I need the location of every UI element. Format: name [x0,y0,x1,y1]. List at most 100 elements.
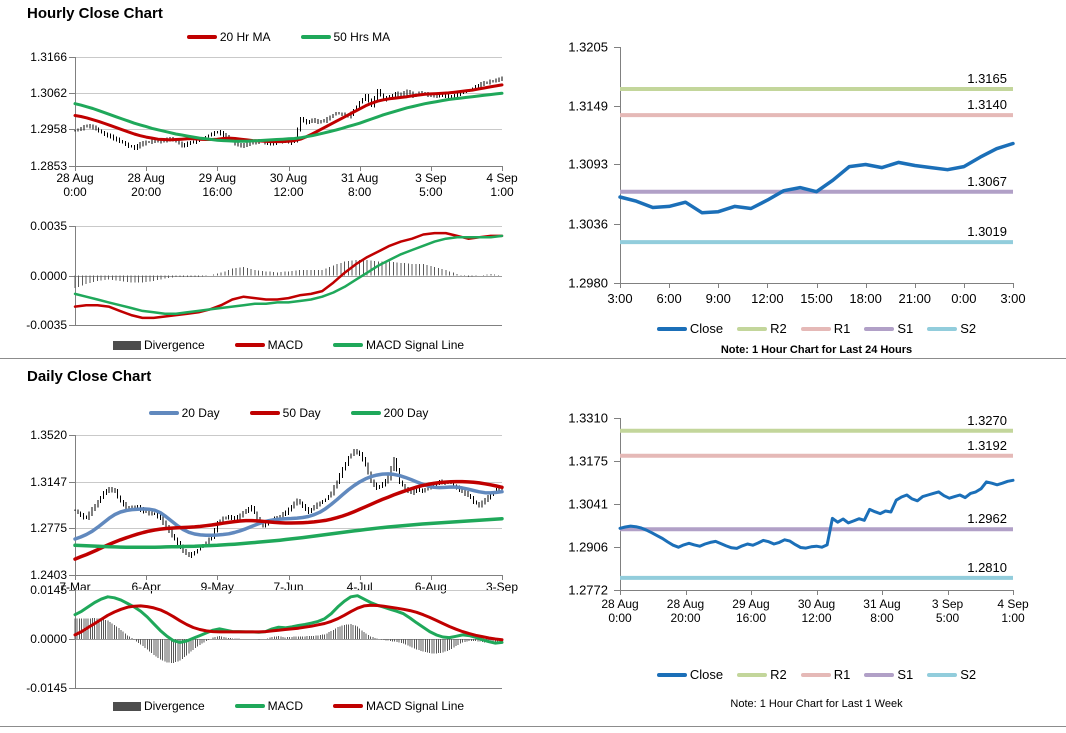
x-tick-label: 28 Aug 20:00 [127,171,165,199]
legend-label: 20 Day [181,406,220,420]
hourly-price-y-axis: 1.3166 1.3062 1.2958 1.2853 [15,50,67,173]
y-tick-label: 1.2775 [30,521,67,536]
weekly-sr-note: Note: 1 Hour Chart for Last 1 Week [730,698,903,710]
legend-label: R1 [833,321,851,336]
legend-label: MACD [267,338,303,352]
legend-swatch-50-hrs-ma [300,35,331,39]
legend-label: 200 Day [383,406,429,420]
legend-swatch-50-day [249,411,280,415]
hourly-macd-canvas [69,226,504,326]
legend-item-200-day: 200 Day [350,406,429,420]
legend-label: S2 [960,667,977,682]
legend-swatch-r1 [800,672,831,677]
hourly-macd-legend: Divergence MACD MACD Signal Line [75,338,502,352]
legend-item-macd-signal-line: MACD Signal Line [333,699,464,713]
daily-price-y-axis: 1.3520 1.3147 1.2775 1.2403 [9,428,67,582]
x-tick-label: 3 Sep 5:00 [415,171,447,199]
weekly-sr-plot [614,416,1015,596]
legend-swatch-macd-signal-line [333,704,363,708]
x-tick-label: 30 Aug 12:00 [269,171,308,199]
y-tick-label: 0.0145 [30,583,67,597]
weekly-sr-y-axis: 1.3310 1.3175 1.3041 1.2906 1.2772 [550,411,608,598]
y-tick-label: 1.2906 [568,539,608,555]
y-tick-label: 1.3520 [30,428,67,442]
legend-swatch-s2 [927,326,958,331]
series-20-day [73,472,504,541]
legend-item-20-hr-ma: 20 Hr MA [186,30,271,44]
legend-label: R2 [770,321,787,336]
legend-item-macd: MACD [234,338,303,352]
legend-label: MACD [267,699,303,713]
legend-item-divergence: Divergence [112,338,205,352]
legend-swatch-divergence [112,340,141,350]
bottom-divider [0,726,1066,727]
y-tick-label: 1.3093 [568,156,608,172]
legend-item-s1: S1 [864,667,913,682]
legend-swatch-r2 [737,326,768,331]
y-tick-label: 0.0000 [30,632,67,646]
y-tick-label: 1.2980 [568,275,608,291]
y-tick-label: 0.0000 [30,268,67,283]
x-tick-label: 0:00 [951,291,977,306]
legend-label: MACD Signal Line [366,338,465,352]
daily-macd-y-axis: 0.0145 0.0000 -0.0145 [9,583,67,695]
legend-label: MACD Signal Line [366,699,465,713]
y-tick-label: 1.3175 [568,453,608,469]
y-tick-label: 1.3166 [30,50,67,64]
hourly-price-canvas [69,57,504,171]
series-50-day [73,479,504,561]
hourly-sr-canvas [614,47,1015,288]
x-tick-label: 30 Aug 12:00 [797,597,836,625]
x-tick-label: 6:00 [656,291,682,306]
hourly-sr-note: Note: 1 Hour Chart for Last 24 Hours [720,344,913,356]
legend-item-close: Close [656,321,724,336]
y-tick-label: 1.3036 [568,216,608,232]
hourly-macd-y-axis: 0.0035 0.0000 -0.0035 [15,219,67,332]
daily-macd-canvas [69,590,504,689]
x-tick-label: 28 Aug 0:00 [601,597,639,625]
hourly-sr-legend: Close R2 R1 S1 S2 [620,321,1013,336]
legend-swatch-macd-signal-line [333,343,363,347]
x-tick-label: 28 Aug 20:00 [666,597,705,625]
series-200-day [73,516,504,550]
legend-item-macd: MACD [234,699,303,713]
y-tick-label: 1.2853 [30,159,67,173]
x-tick-label: 3 Sep 5:00 [931,597,964,625]
legend-swatch-s1 [864,326,895,331]
daily-macd-plot [69,588,504,694]
x-tick-label: 29 Aug 16:00 [198,171,237,199]
legend-label: R1 [833,667,851,682]
series-50-hrs-ma [73,91,504,143]
series-macd [73,231,504,320]
legend-label: R2 [770,667,787,682]
hourly-sr-y-axis: 1.3205 1.3149 1.3093 1.3036 1.2980 [550,40,608,291]
section-divider [0,358,1066,359]
x-tick-label: 4 Sep 1:00 [997,597,1029,625]
x-tick-label: 4 Sep 1:00 [486,171,518,199]
y-tick-label: 1.3041 [568,496,608,512]
x-tick-label: 3:00 [607,291,633,306]
legend-item-divergence: Divergence [112,699,205,713]
y-tick-label: 1.3149 [568,98,608,114]
legend-label: 50 Day [282,406,321,420]
legend-item-50-day: 50 Day [249,406,321,420]
legend-swatch-macd [234,704,265,708]
legend-label: Close [689,321,724,336]
weekly-sr-x-axis: 28 Aug 0:00 28 Aug 20:00 29 Aug 16:00 30 Aug 12… [601,597,1028,627]
legend-swatch-divergence [112,701,141,711]
legend-swatch-s2 [927,672,958,677]
x-tick-label: 12:00 [751,291,784,306]
x-tick-label: 9:00 [705,291,731,306]
legend-item-r1: R1 [800,321,851,336]
x-tick-label: 18:00 [849,291,882,306]
y-tick-label: 1.2772 [568,582,608,598]
legend-item-s1: S1 [864,321,913,336]
legend-label: Divergence [143,338,205,352]
legend-swatch-s1 [864,672,895,677]
legend-item-close: Close [656,667,723,682]
y-tick-label: 1.3205 [568,39,608,55]
legend-swatch-close [656,672,687,677]
series-close [618,478,1015,550]
daily-price-canvas [69,435,504,580]
y-tick-label: 1.3062 [30,86,67,101]
